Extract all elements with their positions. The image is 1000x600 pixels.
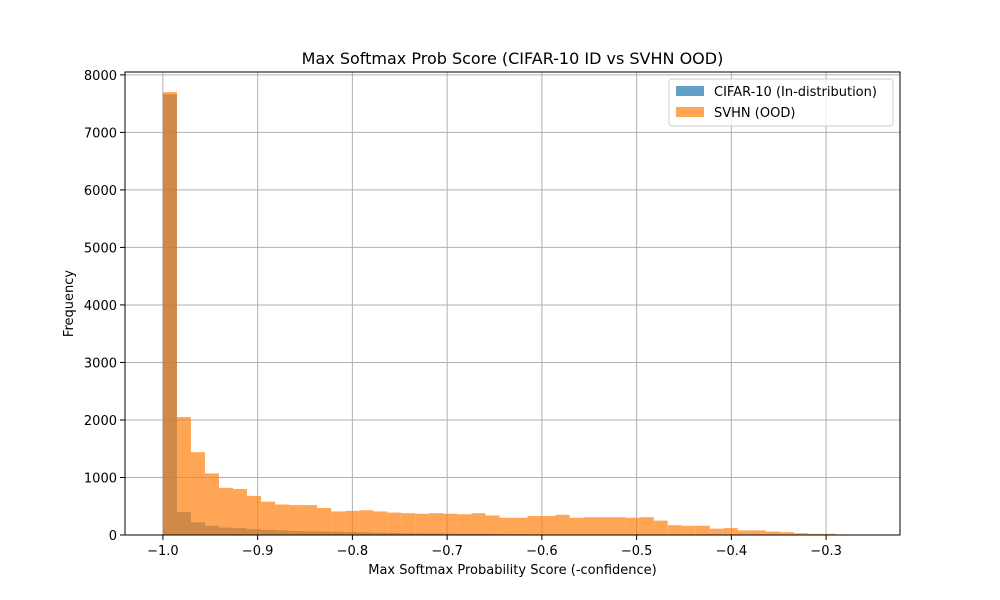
bar-svhn xyxy=(723,528,738,535)
bar-svhn xyxy=(345,510,360,535)
chart-title: Max Softmax Prob Score (CIFAR-10 ID vs S… xyxy=(302,49,724,68)
bar-svhn xyxy=(401,513,416,535)
y-tick-label: 5000 xyxy=(84,241,117,256)
bar-svhn xyxy=(373,511,388,535)
bar-svhn xyxy=(289,505,304,535)
bar-svhn xyxy=(709,528,724,535)
y-tick-label: 4000 xyxy=(84,299,117,314)
bar-svhn xyxy=(765,531,780,535)
bar-svhn xyxy=(779,532,794,535)
bar-svhn xyxy=(513,517,528,535)
bar-svhn xyxy=(807,533,822,535)
x-tick-label: −0.3 xyxy=(810,544,842,559)
bar-svhn xyxy=(569,517,584,535)
legend-swatch-svhn xyxy=(676,107,704,117)
bar-svhn xyxy=(303,505,318,535)
axis-ticks: −1.0 −0.9 −0.8 −0.7 −0.6 −0.5 −0.4 −0.3 0 1000 200… xyxy=(84,69,842,559)
bar-svhn xyxy=(639,517,654,535)
bar-svhn xyxy=(204,473,219,535)
bar-svhn xyxy=(443,513,458,535)
bar-svhn xyxy=(527,516,542,535)
legend-swatch-cifar10 xyxy=(676,86,704,96)
legend-label-cifar10: CIFAR-10 (In-distribution) xyxy=(714,85,877,100)
x-tick-label: −1.0 xyxy=(147,544,179,559)
bar-svhn xyxy=(457,514,472,535)
bar-svhn xyxy=(247,495,262,535)
y-axis-label: Frequency xyxy=(62,270,77,337)
bar-svhn xyxy=(625,517,640,535)
bar-svhn xyxy=(387,512,402,535)
y-tick-label: 0 xyxy=(109,529,117,544)
y-tick-label: 2000 xyxy=(84,414,117,429)
bar-svhn xyxy=(541,516,556,535)
y-tick-label: 6000 xyxy=(84,184,117,199)
bar-svhn xyxy=(429,513,444,535)
plot-frame xyxy=(124,71,901,536)
legend-label-svhn: SVHN (OOD) xyxy=(714,106,795,121)
legend: CIFAR-10 (In-distribution) SVHN (OOD) xyxy=(668,78,894,127)
bar-svhn xyxy=(611,517,626,535)
bar-svhn xyxy=(793,533,808,535)
bar-svhn xyxy=(485,515,500,535)
y-tick-label: 8000 xyxy=(84,69,117,84)
x-tick-label: −0.4 xyxy=(716,544,748,559)
y-tick-label: 7000 xyxy=(84,126,117,141)
x-axis-label: Max Softmax Probability Score (-confiden… xyxy=(368,563,657,578)
x-tick-label: −0.8 xyxy=(337,544,369,559)
bar-svhn xyxy=(176,417,191,535)
bar-svhn xyxy=(751,530,766,535)
bar-svhn xyxy=(695,525,710,535)
y-tick-label: 1000 xyxy=(84,471,117,486)
x-tick-label: −0.7 xyxy=(431,544,463,559)
x-tick-label: −0.6 xyxy=(526,544,558,559)
legend-box xyxy=(668,78,894,127)
bar-svhn xyxy=(583,517,598,535)
x-tick-label: −0.9 xyxy=(242,544,274,559)
bar-svhn xyxy=(653,520,668,535)
bar-svhn xyxy=(261,501,276,535)
bar-svhn xyxy=(275,504,290,535)
bar-svhn xyxy=(415,513,430,535)
bar-svhn xyxy=(190,452,205,535)
x-tick-label: −0.5 xyxy=(621,544,653,559)
y-tick-label: 3000 xyxy=(84,356,117,371)
bar-svhn xyxy=(667,525,682,535)
histogram-bars xyxy=(162,92,864,535)
bar-svhn xyxy=(821,533,836,535)
bar-svhn xyxy=(331,511,346,535)
bar-svhn xyxy=(471,513,486,535)
bar-svhn xyxy=(162,92,177,535)
bar-svhn xyxy=(737,530,752,535)
bar-svhn xyxy=(597,517,612,535)
bar-svhn xyxy=(359,510,374,535)
bar-svhn xyxy=(555,514,570,535)
bar-svhn xyxy=(317,507,332,535)
bar-svhn xyxy=(499,517,514,535)
bar-svhn xyxy=(218,487,234,535)
bar-svhn xyxy=(681,525,696,535)
bar-svhn xyxy=(233,488,248,535)
